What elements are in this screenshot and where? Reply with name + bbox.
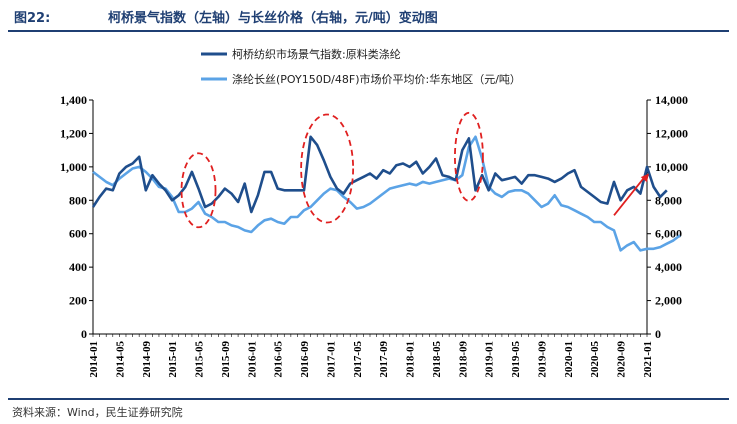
left-axis-tick-label: 1,200 (60, 126, 87, 140)
x-axis-tick-label: 2017-09 (378, 341, 390, 378)
annotation-ellipse-2015 (180, 152, 217, 229)
legend-label-series1: 柯桥纺织市场景气指数:原料类涤纶 (232, 47, 401, 61)
right-axis-tick-label: 12,000 (655, 126, 688, 140)
x-axis-tick-label: 2016-01 (246, 341, 258, 378)
series-line-keqiao-index (91, 135, 668, 214)
legend: 柯桥纺织市场景气指数:原料类涤纶涤纶长丝(POY150D/48F)市场价平均价:… (201, 47, 521, 86)
series-layer (91, 135, 681, 252)
bottom-rule (8, 398, 729, 400)
x-axis-tick-label: 2019-01 (484, 341, 496, 378)
x-axis-tick-label: 2019-09 (536, 341, 548, 378)
x-axis-tick-label: 2014-05 (114, 341, 126, 378)
axes: 0 200 400 600 800 1,000 1,200 1,400 0 2,000 4,000 6… (60, 93, 688, 378)
figure-number: 图22: (14, 11, 51, 26)
x-axis-tick-label: 2020-01 (563, 341, 575, 378)
left-axis-tick-label: 400 (69, 260, 87, 274)
x-axis-tick-label: 2020-09 (616, 341, 628, 378)
series-line-filament-price (92, 135, 681, 252)
left-axis-tick-label: 0 (81, 327, 87, 341)
source-note: 资料来源：Wind，民生证券研究院 (12, 406, 183, 419)
left-axis-tick-label: 1,000 (60, 160, 87, 174)
legend-label-series2: 涤纶长丝(POY150D/48F)市场价平均价:华东地区（元/吨） (232, 72, 521, 86)
x-axis-tick-label: 2016-09 (299, 341, 311, 378)
x-axis-tick-label: 2021-01 (642, 341, 654, 378)
annotation-arrow-shaft (613, 175, 646, 216)
x-axis-tick-label: 2014-01 (88, 341, 100, 378)
x-axis-tick-label: 2019-05 (510, 341, 522, 378)
x-axis-tick-label: 2017-05 (352, 341, 364, 378)
figure-title: 柯桥景气指数（左轴）与长丝价格（右轴，元/吨）变动图 (108, 11, 438, 26)
left-axis-tick-label: 600 (69, 227, 87, 241)
annotation-layer (180, 111, 649, 229)
annotation-arrow-head (640, 173, 649, 183)
annotation-ellipse-2016 (300, 113, 355, 224)
x-axis-tick-label: 2018-09 (457, 341, 469, 378)
title-bar: 图22: 柯桥景气指数（左轴）与长丝价格（右轴，元/吨）变动图 (0, 0, 737, 30)
right-axis-tick-label: 0 (655, 327, 661, 341)
x-axis-tick-label: 2016-05 (273, 341, 285, 378)
right-axis-tick-label: 14,000 (655, 93, 688, 107)
right-axis-tick-label: 4,000 (655, 260, 682, 274)
right-axis-tick-label: 2,000 (655, 294, 682, 308)
title-rule (8, 30, 729, 32)
annotation-ellipse-2018 (454, 111, 484, 202)
x-axis-tick-label: 2018-01 (405, 341, 417, 378)
x-axis-tick-label: 2014-09 (141, 341, 153, 378)
x-axis-tick-label: 2017-01 (325, 341, 337, 378)
x-axis-tick-label: 2015-01 (167, 341, 179, 378)
x-axis-tick-label: 2020-05 (589, 341, 601, 378)
x-axis-tick-label: 2018-05 (431, 341, 443, 378)
left-axis-tick-label: 800 (69, 193, 87, 207)
x-axis-tick-label: 2015-05 (194, 341, 206, 378)
x-axis-tick-label: 2015-09 (220, 341, 232, 378)
left-axis-tick-label: 200 (69, 294, 87, 308)
left-axis-tick-label: 1,400 (60, 93, 87, 107)
right-axis-tick-label: 10,000 (655, 160, 688, 174)
right-axis-tick-label: 6,000 (655, 227, 682, 241)
